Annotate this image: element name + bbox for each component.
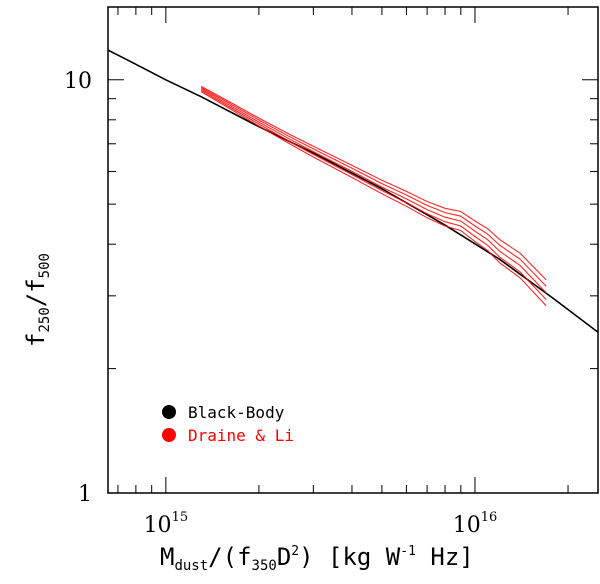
legend-label-black-body: Black-Body [188, 403, 285, 422]
axis-ticks [108, 7, 598, 494]
series-line-draine-li-0 [200, 91, 547, 307]
y-tick-label: 10 [64, 69, 92, 94]
series-line-draine-li-3 [200, 87, 547, 287]
x-tick-label: 1016 [453, 510, 498, 538]
y-axis-label: f250/f500 [22, 253, 53, 347]
legend-marker-black-body [162, 405, 176, 419]
x-tick-label: 1015 [144, 510, 189, 538]
svg-text:Mdust/(f350D2) [kg W-1 Hz]: Mdust/(f350D2) [kg W-1 Hz] [160, 543, 474, 574]
y-tick-label: 1 [78, 482, 92, 507]
series-line-black-body [108, 49, 598, 333]
legend-marker-draine-li [162, 428, 176, 442]
tick-labels: 1015 1016 1 10 [64, 69, 497, 538]
series-line-draine-li-4 [200, 85, 547, 281]
plot-series [108, 49, 598, 333]
x-axis-label: Mdust/(f350D2) [kg W-1 Hz] [160, 543, 474, 574]
series-line-draine-li-2 [200, 88, 547, 294]
legend: Black-Body Draine & Li [162, 403, 294, 445]
series-line-draine-li-1 [200, 89, 547, 300]
plot-frame [107, 6, 599, 494]
svg-text:f250/f500: f250/f500 [22, 253, 53, 347]
legend-label-draine-li: Draine & Li [188, 426, 294, 445]
